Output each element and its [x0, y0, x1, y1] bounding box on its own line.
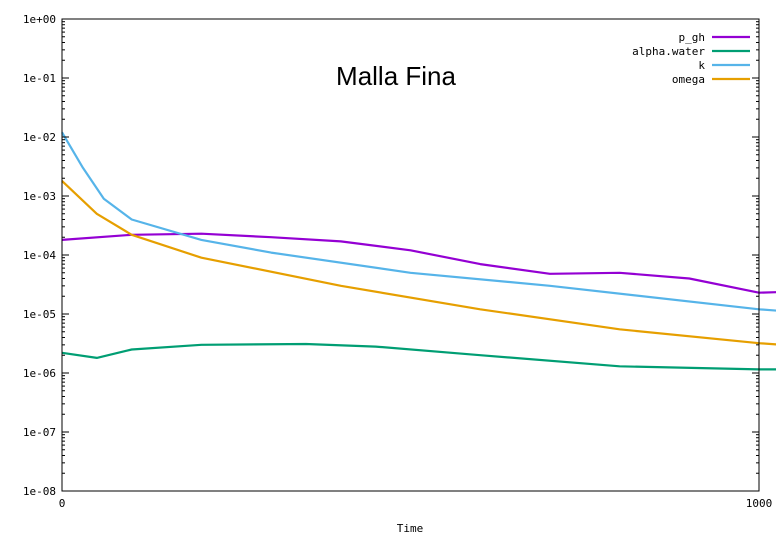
- y-tick-label-4: 1e-04: [23, 249, 56, 262]
- ticks-layer: [61, 18, 760, 492]
- series-line-3: [61, 180, 776, 346]
- y-tick-label-7: 1e-07: [23, 426, 56, 439]
- y-tick-label-2: 1e-02: [23, 131, 56, 144]
- x-tick-labels: 0100020003000400050006000700080009000100…: [59, 497, 773, 510]
- y-tick-label-8: 1e-08: [23, 485, 56, 498]
- y-tick-label-1: 1e-01: [23, 72, 56, 85]
- y-tick-label-0: 1e+00: [23, 13, 56, 26]
- legend-label-3: omega: [672, 73, 705, 86]
- y-tick-label-3: 1e-03: [23, 190, 56, 203]
- x-tick-label-0: 0: [59, 497, 66, 510]
- series-line-0: [61, 232, 776, 294]
- chart-title: Malla Fina: [336, 61, 456, 91]
- legend-label-2: k: [698, 59, 705, 72]
- series-line-1: [61, 342, 776, 371]
- series-layer: [61, 131, 776, 371]
- y-tick-label-5: 1e-05: [23, 308, 56, 321]
- legend-label-1: alpha.water: [632, 45, 705, 58]
- x-axis-label: Time: [397, 522, 424, 535]
- series-line-2: [61, 131, 776, 312]
- x-tick-label-1: 1000: [746, 497, 773, 510]
- legend-label-0: p_gh: [679, 31, 706, 44]
- y-tick-label-6: 1e-06: [23, 367, 56, 380]
- y-tick-labels: 1e+00 1e-01 1e-02 1e-03 1e-04 1e-05 1e-06 1e-07…: [23, 13, 56, 498]
